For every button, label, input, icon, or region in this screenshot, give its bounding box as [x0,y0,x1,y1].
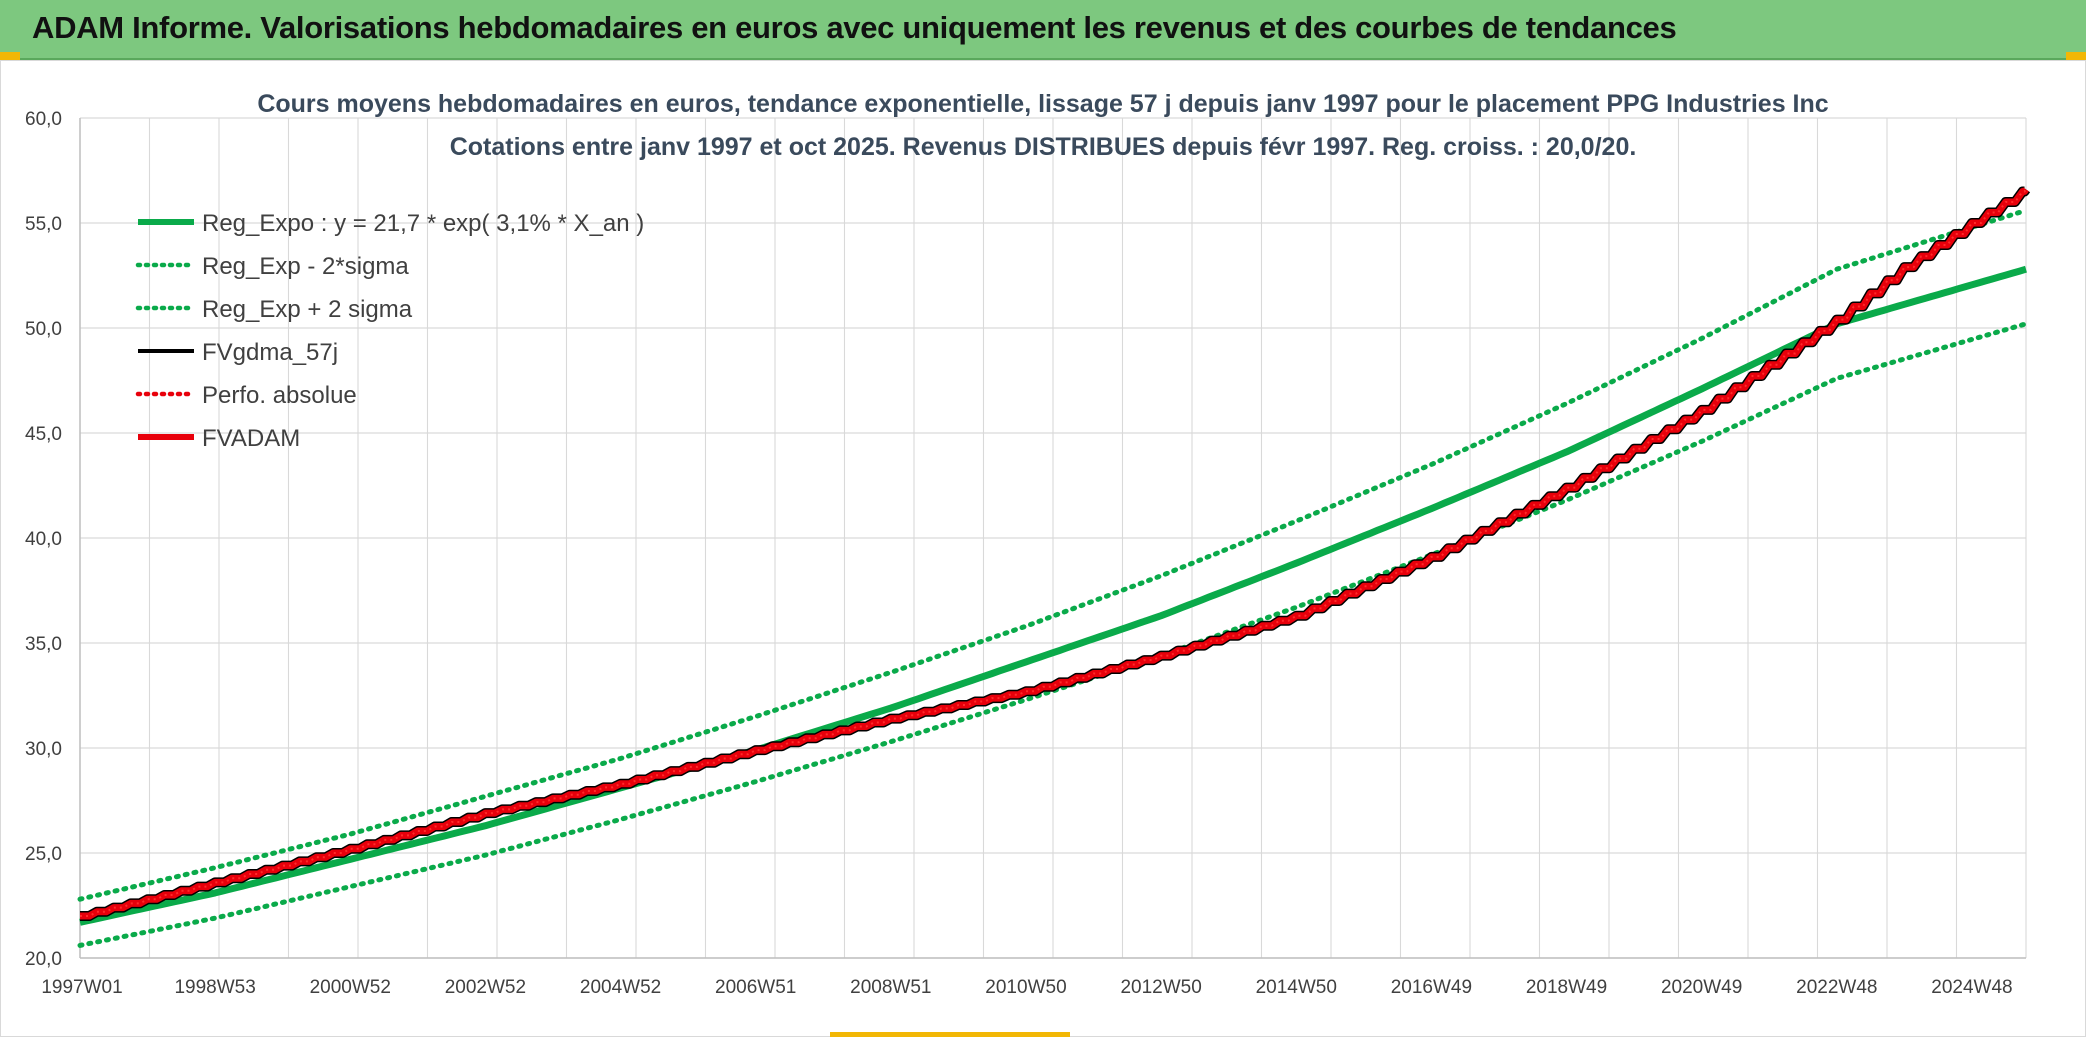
chart-axes: 20,0 25,0 30,0 35,0 40,0 45,0 50,0 55,0 60,0 1997… [25,109,2026,998]
x-tick-label: 2006W51 [715,977,796,998]
x-tick-label: 2012W50 [1120,977,1201,998]
legend-item: FVADAM [138,425,300,452]
y-tick-label: 60,0 [25,109,62,130]
legend-label: FVgdma_57j [202,339,338,366]
legend-item: FVgdma_57j [138,339,338,366]
page-title: ADAM Informe. Valorisations hebdomadaire… [32,10,1677,45]
x-tick-label: 1997W01 [41,977,122,998]
x-tick-label: 2008W51 [850,977,931,998]
x-tick-label: 2010W50 [985,977,1066,998]
series-layer [77,186,2031,948]
chart-grid [79,117,2027,959]
legend-label: FVADAM [202,425,300,452]
legend-label: Reg_Exp - 2*sigma [202,253,409,280]
y-tick-label: 30,0 [25,739,62,760]
series-line-perfo-absolue [80,188,2027,917]
series-line-reg-expo [79,265,2027,926]
y-tick-label: 40,0 [25,529,62,550]
series-line-reg-exp-2-sigma [77,207,2029,902]
legend-item: Reg_Expo : y = 21,7 * exp( 3,1% * X_an ) [138,210,644,237]
header-bar: ADAM Informe. Valorisations hebdomadaire… [0,0,2086,60]
legend-label: Reg_Exp + 2 sigma [202,296,413,323]
x-tick-label: 2014W50 [1256,977,1337,998]
y-tick-label: 20,0 [25,949,62,970]
x-tick-label: 1998W53 [174,977,255,998]
corner-marker-right [2066,52,2086,60]
y-tick-label: 45,0 [25,424,62,445]
legend-item: Reg_Exp + 2 sigma [135,296,413,323]
y-tick-label: 50,0 [25,319,62,340]
x-tick-label: 2024W48 [1931,977,2012,998]
x-tick-label: 2004W52 [580,977,661,998]
legend-item: Perfo. absolue [135,382,357,409]
legend-label: Reg_Expo : y = 21,7 * exp( 3,1% * X_an ) [202,210,644,237]
bottom-marker [830,1032,1070,1037]
chart-title-line-2: Cotations entre janv 1997 et oct 2025. R… [450,133,1637,161]
x-tick-label: 2022W48 [1796,977,1877,998]
legend-item: Reg_Exp - 2*sigma [135,253,409,280]
chart-legend: Reg_Expo : y = 21,7 * exp( 3,1% * X_an )… [135,210,644,452]
y-tick-label: 35,0 [25,634,62,655]
x-tick-label: 2002W52 [445,977,526,998]
y-tick-label: 55,0 [25,214,62,235]
corner-marker-left [0,52,20,60]
x-tick-label: 2020W49 [1661,977,1742,998]
legend-label: Perfo. absolue [202,382,357,409]
y-tick-label: 25,0 [25,844,62,865]
x-tick-label: 2016W49 [1391,977,1472,998]
x-tick-label: 2018W49 [1526,977,1607,998]
x-tick-label: 2000W52 [310,977,391,998]
chart-title-line-1: Cours moyens hebdomadaires en euros, ten… [257,90,1828,118]
